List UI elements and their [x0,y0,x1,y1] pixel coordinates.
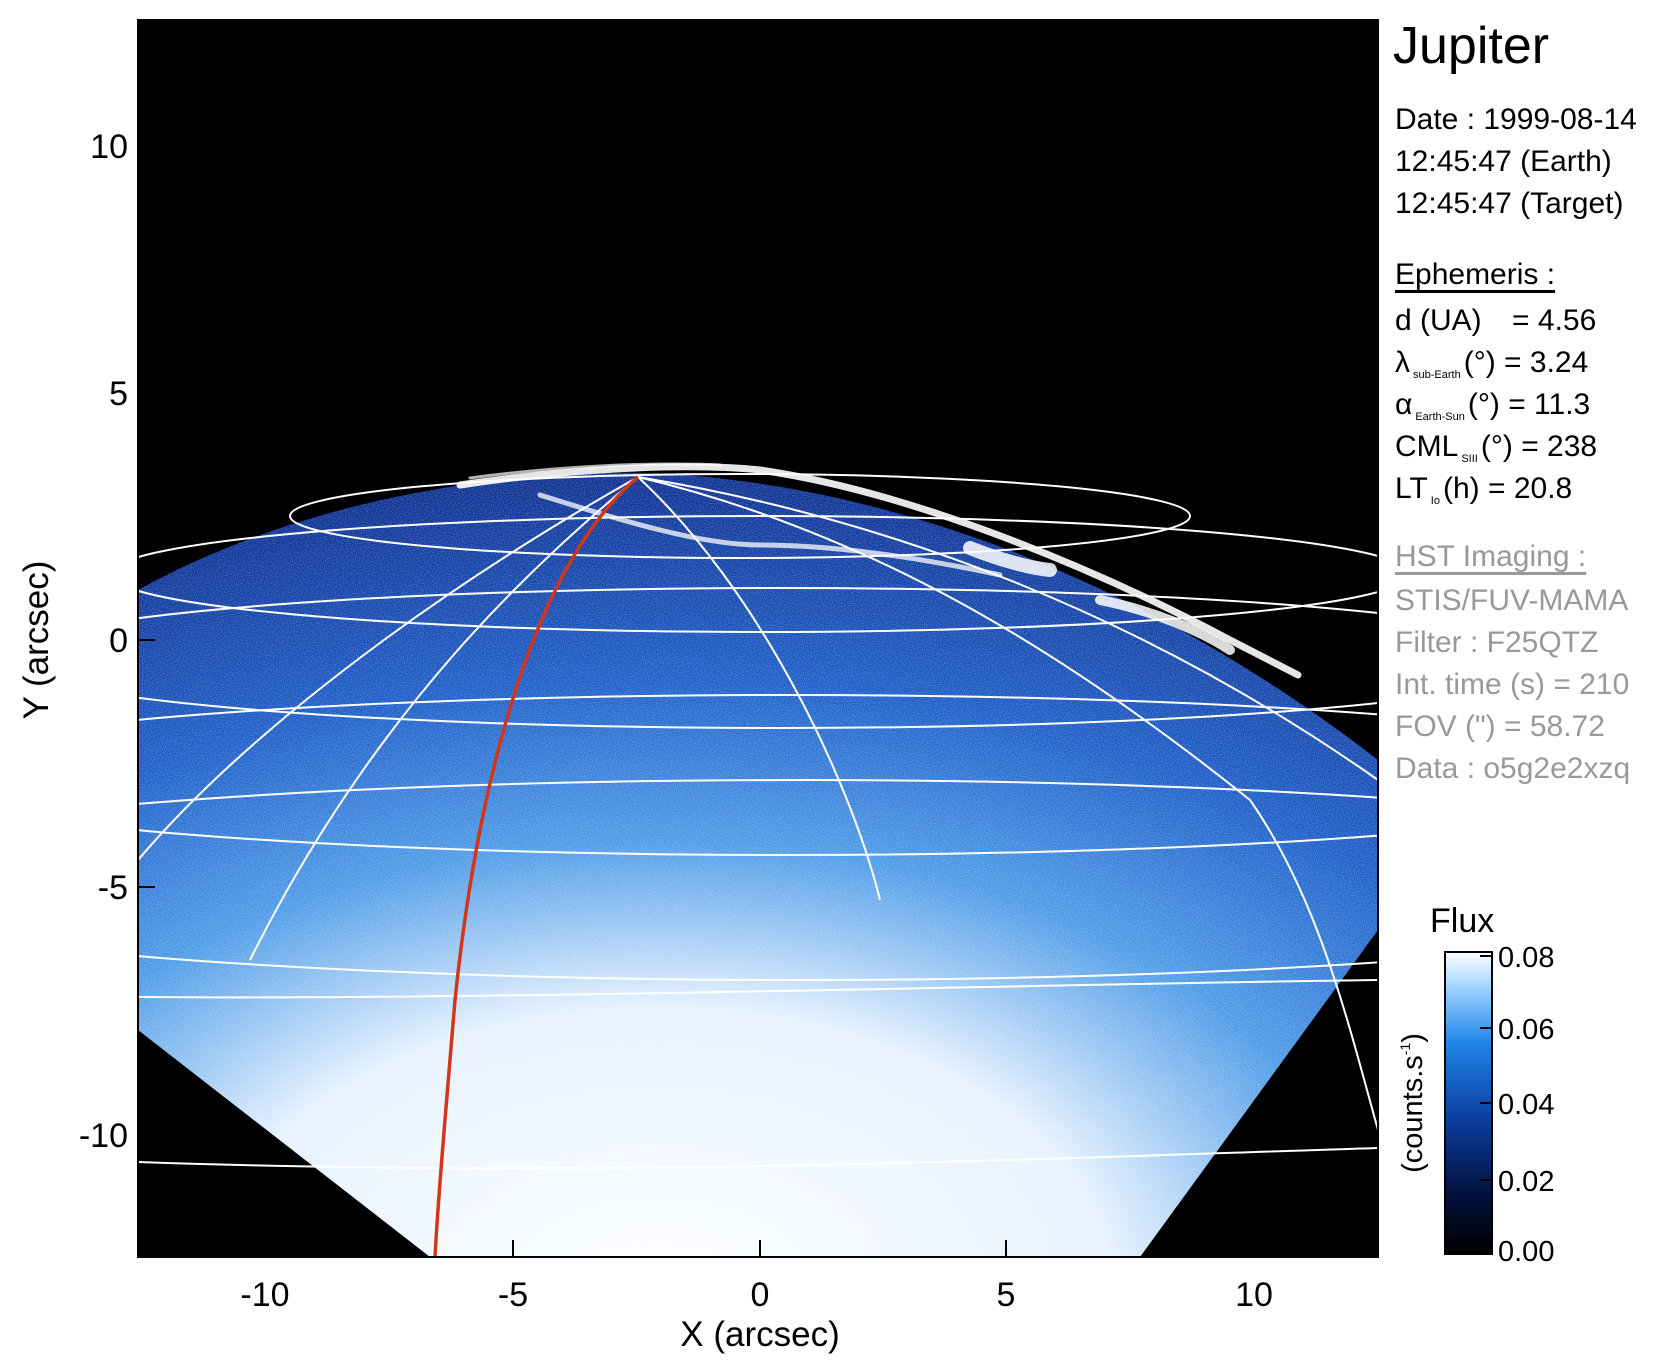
alpha-unit: (°) [1467,388,1500,421]
colorbar-tick-label: 0.02 [1498,1166,1554,1198]
cml-unit: (°) [1480,430,1513,463]
lambda-symbol: λ [1395,346,1410,379]
target-time-line: 12:45:47 (Target) [1395,187,1624,220]
x-tick-label: 0 [751,1276,770,1314]
colorbar-tick-label: 0.04 [1498,1089,1554,1121]
hst-instrument: STIS/FUV-MAMA [1395,584,1629,617]
colorbar-tick-label: 0.08 [1498,942,1554,974]
lt-sub: Io [1430,495,1440,507]
lt-unit: (h) [1442,472,1480,505]
alpha-symbol: α [1395,388,1413,421]
alpha-sub: Earth-Sun [1415,411,1465,423]
hst-int-time: Int. time (s) = 210 [1395,668,1630,701]
y-tick-label: -10 [79,1117,128,1155]
x-tick-label: 5 [997,1276,1016,1314]
earth-time-line: 12:45:47 (Earth) [1395,145,1612,178]
colorbar-unit-label: (counts.s-1) [1397,1033,1429,1173]
ephemeris-lt: LT Io (h) = 20.8 [1395,468,1572,522]
ephemeris-cml: CML SIII (°) = 238 [1395,426,1597,480]
x-tick-label: -10 [240,1276,289,1314]
x-tick-label: 10 [1235,1276,1273,1314]
ephemeris-header: Ephemeris : [1395,258,1556,291]
ephemeris-distance: d (UA) = 4.56 [1395,300,1596,342]
ephemeris-alpha: α Earth-Sun (°) = 11.3 [1395,384,1590,438]
red-meridian [433,475,640,1257]
ephemeris-distance-value: = 4.56 [1512,304,1597,337]
lambda-unit: (°) [1463,346,1496,379]
colorbar-tick-label: 0.00 [1498,1236,1554,1268]
y-tick-label: 10 [90,128,128,166]
hst-fov: FOV (") = 58.72 [1395,710,1605,743]
plot-frame [137,19,1379,1258]
alpha-value: = 11.3 [1508,388,1591,421]
hst-header: HST Imaging : [1395,540,1587,573]
lambda-sub: sub-Earth [1413,369,1461,381]
axis-ticks [138,145,1255,1257]
y-tick-label: 5 [109,375,128,413]
hst-filter: Filter : F25QTZ [1395,626,1599,659]
planet-title: Jupiter [1393,17,1550,75]
cml-sub: SIII [1461,453,1478,465]
x-axis-title: X (arcsec) [680,1315,839,1354]
latlon-grid [138,473,1378,1170]
cml-value: = 238 [1521,430,1598,463]
cml-symbol: CML [1395,430,1459,463]
y-tick-label: 0 [109,622,128,660]
lt-symbol: LT [1395,472,1428,505]
hst-data-id: Data : o5g2e2xzq [1395,752,1631,785]
ephemeris-distance-label: d (UA) [1395,304,1482,337]
x-tick-label: -5 [498,1276,528,1314]
y-axis-title: Y (arcsec) [17,561,56,720]
lt-value: = 20.8 [1488,472,1573,505]
colorbar-title: Flux [1430,902,1495,940]
y-tick-label: -5 [98,869,128,907]
auroral-image [138,20,1378,1257]
ephemeris-lambda: λ sub-Earth (°) = 3.24 [1395,342,1588,396]
lambda-value: = 3.24 [1504,346,1589,379]
colorbar-tick-label: 0.06 [1498,1014,1554,1046]
colorbar-ticks [1480,955,1492,1251]
date-line: Date : 1999-08-14 [1395,103,1637,136]
